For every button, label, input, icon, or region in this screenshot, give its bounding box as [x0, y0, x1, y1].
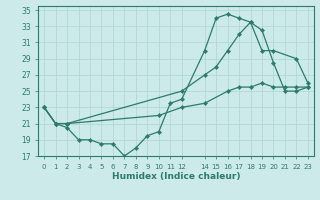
X-axis label: Humidex (Indice chaleur): Humidex (Indice chaleur)	[112, 172, 240, 181]
